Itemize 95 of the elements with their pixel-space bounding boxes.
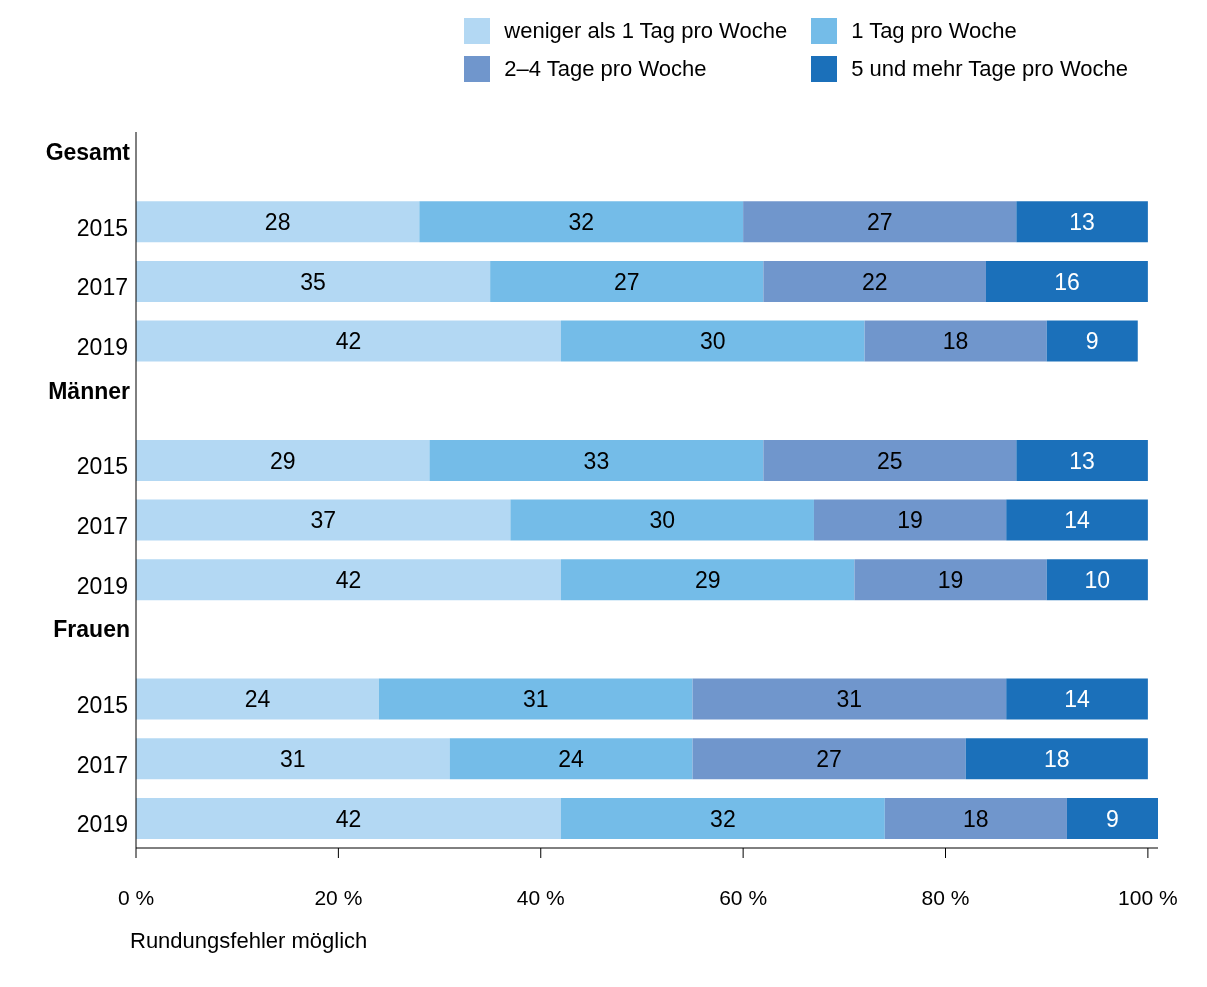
bar xyxy=(560,559,855,601)
data-label: 24 xyxy=(558,745,585,772)
data-label: 9 xyxy=(1085,328,1099,355)
data-label: 18 xyxy=(963,805,989,832)
bar xyxy=(1006,499,1148,541)
x-tick-label: 40 % xyxy=(516,885,565,909)
legend-label: 1 Tag pro Woche xyxy=(851,18,1017,44)
data-label: 42 xyxy=(335,805,362,832)
data-label: 24 xyxy=(244,686,271,713)
data-label: 33 xyxy=(583,447,610,474)
y-tick-label: 2017 xyxy=(76,274,128,301)
data-label: 18 xyxy=(1044,745,1070,772)
bar xyxy=(136,439,430,481)
bar xyxy=(1006,678,1148,720)
bar xyxy=(560,320,865,362)
bar xyxy=(419,201,744,243)
x-tick-label: 0 % xyxy=(117,885,155,909)
bar xyxy=(490,260,764,302)
bar xyxy=(743,201,1017,243)
bar xyxy=(136,499,511,541)
x-tick-label: 80 % xyxy=(921,885,970,909)
x-tick-label: 100 % xyxy=(1118,885,1178,909)
bar xyxy=(136,678,379,720)
y-tick-label: 2015 xyxy=(76,453,128,480)
x-tick-label: 60 % xyxy=(719,885,768,909)
bar xyxy=(813,499,1007,541)
bar xyxy=(510,499,814,541)
bar xyxy=(136,320,561,362)
data-label: 32 xyxy=(710,805,736,832)
data-label: 32 xyxy=(568,208,595,235)
bar xyxy=(136,738,450,780)
data-label: 30 xyxy=(699,328,726,355)
legend-label: 5 und mehr Tage pro Woche xyxy=(851,56,1128,82)
bar xyxy=(1046,559,1148,601)
data-label: 19 xyxy=(897,507,923,534)
data-label: 30 xyxy=(649,507,675,534)
data-label: 31 xyxy=(522,686,549,713)
y-tick-label: 2019 xyxy=(76,333,128,360)
bar xyxy=(854,559,1047,601)
bar xyxy=(429,439,764,481)
bar xyxy=(136,797,561,839)
data-label: 37 xyxy=(310,507,336,534)
y-tick-label: 2017 xyxy=(76,512,128,539)
bar xyxy=(692,678,1007,720)
data-label: 27 xyxy=(866,208,893,235)
text: Rundungsfehler möglich xyxy=(130,928,369,954)
data-label: 13 xyxy=(1069,208,1095,235)
data-label: 19 xyxy=(937,566,964,593)
data-label: 16 xyxy=(1054,268,1080,295)
bar xyxy=(136,260,491,302)
bar xyxy=(965,738,1148,780)
bar xyxy=(1016,439,1148,481)
bar xyxy=(136,559,561,601)
data-label: 31 xyxy=(280,745,306,772)
x-tick-label: 20 % xyxy=(314,885,363,909)
bar xyxy=(985,260,1148,302)
bar xyxy=(449,738,693,780)
data-label: 10 xyxy=(1084,566,1111,593)
data-label: 14 xyxy=(1064,507,1091,534)
y-tick-label: 2017 xyxy=(76,751,128,778)
data-label: 18 xyxy=(942,328,969,355)
data-label: 25 xyxy=(877,447,903,474)
legend-label: weniger als 1 Tag pro Woche xyxy=(504,18,788,44)
data-label: 27 xyxy=(816,745,842,772)
data-label: 28 xyxy=(264,208,291,235)
data-label: 42 xyxy=(335,328,362,355)
bar xyxy=(864,320,1047,362)
bar xyxy=(763,439,1017,481)
bar xyxy=(884,797,1067,839)
data-label: 27 xyxy=(613,268,640,295)
y-tick-label: 2019 xyxy=(76,572,128,599)
data-label: 14 xyxy=(1064,686,1091,713)
y-tick-label: 2019 xyxy=(76,811,128,838)
data-label: 9 xyxy=(1106,805,1119,832)
y-tick-label: 2015 xyxy=(76,214,128,241)
bar xyxy=(1066,797,1158,839)
bar xyxy=(692,738,966,780)
bar xyxy=(378,678,693,720)
data-label: 29 xyxy=(694,566,721,593)
data-label: 29 xyxy=(269,447,296,474)
data-label: 42 xyxy=(335,566,362,593)
data-label: 35 xyxy=(300,268,326,295)
data-label: 22 xyxy=(861,268,888,295)
y-tick-label: Frauen xyxy=(53,616,130,643)
data-label: 13 xyxy=(1069,447,1095,474)
bar xyxy=(560,797,885,839)
data-label: 31 xyxy=(836,686,863,713)
bar xyxy=(1016,201,1148,243)
bar xyxy=(1046,320,1138,362)
legend-label: 2–4 Tage pro Woche xyxy=(504,56,707,82)
bar xyxy=(136,201,420,243)
y-tick-label: 2015 xyxy=(76,691,128,718)
bar xyxy=(763,260,986,302)
y-tick-label: Gesamt xyxy=(45,138,131,165)
y-tick-label: Männer xyxy=(48,377,131,404)
